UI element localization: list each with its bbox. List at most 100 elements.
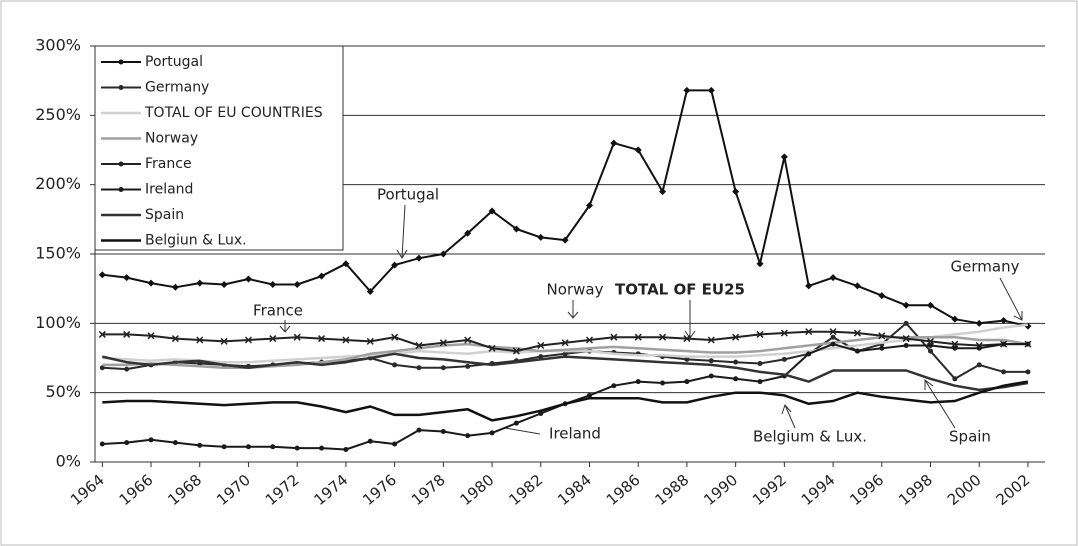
marker	[659, 333, 667, 341]
marker	[244, 336, 252, 344]
y-tick-label: 100%	[35, 313, 81, 332]
marker	[342, 260, 350, 268]
marker	[708, 358, 714, 364]
marker	[829, 274, 837, 282]
marker	[98, 271, 106, 279]
marker	[707, 336, 715, 344]
marker	[319, 445, 325, 451]
marker	[440, 365, 446, 371]
marker	[757, 361, 763, 367]
marker	[123, 274, 131, 282]
marker	[342, 336, 350, 344]
marker	[148, 437, 154, 443]
marker	[854, 348, 860, 354]
marker	[171, 283, 179, 291]
y-tick-label: 250%	[35, 105, 81, 124]
marker	[465, 363, 471, 369]
marker	[294, 445, 300, 451]
marker	[684, 356, 690, 362]
marker	[318, 272, 326, 280]
marker	[684, 379, 690, 385]
marker	[928, 348, 934, 354]
marker	[269, 335, 277, 343]
marker	[465, 433, 471, 439]
annotation: Spain	[949, 428, 991, 446]
marker	[611, 383, 617, 389]
y-tick-label: 0%	[56, 452, 81, 471]
annotation: Ireland	[549, 425, 601, 443]
marker	[733, 376, 739, 382]
marker	[171, 335, 179, 343]
marker	[512, 347, 520, 355]
marker	[853, 282, 861, 290]
marker	[975, 319, 983, 327]
marker	[244, 275, 252, 283]
marker	[926, 337, 935, 345]
marker	[635, 379, 641, 385]
marker	[392, 362, 398, 368]
legend-label: Portugal	[145, 54, 203, 70]
marker	[366, 287, 374, 295]
legend-label: Belgiun & Lux.	[145, 233, 247, 249]
annotation-arrows	[279, 204, 1023, 435]
legend-marker	[118, 85, 124, 90]
y-tick-label: 200%	[35, 174, 81, 193]
marker	[878, 332, 886, 340]
marker	[220, 281, 228, 289]
marker	[610, 333, 618, 341]
marker	[367, 438, 373, 444]
marker	[439, 339, 447, 347]
marker	[976, 345, 982, 351]
legend-label: Germany	[145, 80, 209, 96]
marker	[1001, 341, 1007, 347]
marker	[732, 333, 740, 341]
marker	[366, 337, 374, 345]
marker	[196, 279, 204, 287]
marker	[634, 333, 642, 341]
marker	[951, 315, 959, 323]
marker	[293, 281, 301, 289]
marker	[902, 335, 910, 343]
marker	[391, 261, 399, 269]
marker	[732, 188, 740, 196]
marker	[270, 444, 276, 450]
series-line	[102, 323, 1029, 364]
marker	[878, 292, 886, 300]
marker	[634, 146, 642, 154]
marker	[245, 444, 251, 450]
legend-label: TOTAL OF EU COUNTRIES	[144, 105, 323, 121]
annotation: Belgium & Lux.	[753, 428, 867, 446]
marker	[197, 442, 203, 448]
marker	[976, 362, 982, 368]
marker	[538, 354, 544, 360]
marker	[561, 339, 569, 347]
marker	[829, 328, 837, 336]
marker	[124, 366, 130, 372]
marker	[830, 341, 836, 347]
marker	[99, 365, 105, 371]
marker	[756, 330, 764, 338]
marker	[780, 153, 788, 161]
marker	[415, 254, 423, 262]
marker	[99, 441, 105, 447]
annotation: Norway	[547, 281, 604, 299]
marker	[98, 330, 106, 338]
legend-label: Spain	[145, 207, 184, 223]
marker	[928, 343, 934, 349]
marker	[781, 356, 787, 362]
marker	[708, 373, 714, 379]
marker	[610, 139, 618, 147]
y-tick-label: 50%	[45, 382, 81, 401]
marker	[172, 440, 178, 446]
marker	[586, 392, 592, 398]
legend: Portugal Germany TOTAL OF EU COUNTRIES Norw…	[94, 45, 344, 251]
marker	[293, 333, 301, 341]
marker	[853, 329, 861, 337]
marker	[561, 236, 569, 244]
y-tick-label: 300%	[35, 36, 81, 55]
marker	[537, 233, 545, 241]
marker	[1001, 369, 1007, 375]
marker	[439, 250, 447, 258]
marker	[780, 329, 788, 337]
marker	[733, 359, 739, 365]
